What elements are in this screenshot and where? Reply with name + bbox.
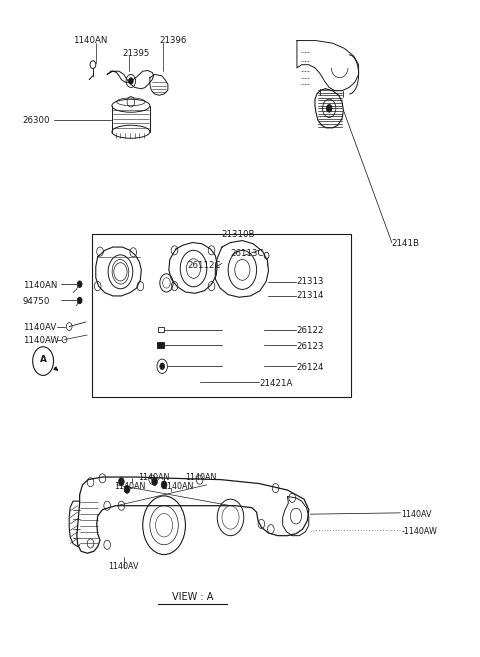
Text: 1140AN: 1140AN <box>185 472 217 482</box>
Text: 21314: 21314 <box>296 292 324 300</box>
Bar <box>157 342 164 348</box>
Text: 1140AV: 1140AV <box>401 510 432 518</box>
Text: 1140AV: 1140AV <box>23 323 56 332</box>
Circle shape <box>152 478 157 486</box>
Text: 26123: 26123 <box>296 342 324 351</box>
Bar <box>158 327 164 332</box>
Text: 26122: 26122 <box>296 326 324 335</box>
Text: 1140AW: 1140AW <box>23 336 59 345</box>
Circle shape <box>124 486 130 493</box>
Text: A: A <box>40 355 47 364</box>
Text: 21313: 21313 <box>296 277 324 286</box>
Text: 26300: 26300 <box>23 116 50 125</box>
Text: 21396: 21396 <box>159 36 187 45</box>
Text: 94750: 94750 <box>23 297 50 306</box>
Circle shape <box>77 281 82 288</box>
Circle shape <box>119 478 124 486</box>
Text: 1140AN: 1140AN <box>162 482 193 491</box>
Text: 2141B: 2141B <box>392 239 420 248</box>
Text: 21421A: 21421A <box>259 379 292 388</box>
Circle shape <box>161 481 167 489</box>
Text: -1140AW: -1140AW <box>401 528 437 536</box>
Text: VIEW : A: VIEW : A <box>172 592 213 602</box>
Text: 1140AV: 1140AV <box>108 562 139 571</box>
Circle shape <box>326 104 332 112</box>
Text: 1140AN: 1140AN <box>114 482 145 491</box>
Text: 1140AN: 1140AN <box>73 36 108 45</box>
Text: 1140AN: 1140AN <box>138 472 169 482</box>
Text: 1140AN: 1140AN <box>23 281 57 290</box>
Circle shape <box>160 363 165 369</box>
Circle shape <box>129 78 133 84</box>
Circle shape <box>77 297 82 304</box>
Text: 26124: 26124 <box>296 363 324 372</box>
Text: 21310B: 21310B <box>221 229 254 238</box>
Bar <box>92 234 350 397</box>
Text: 21395: 21395 <box>122 49 150 58</box>
Text: 26113C: 26113C <box>230 249 264 258</box>
Text: 26112C: 26112C <box>188 261 221 271</box>
